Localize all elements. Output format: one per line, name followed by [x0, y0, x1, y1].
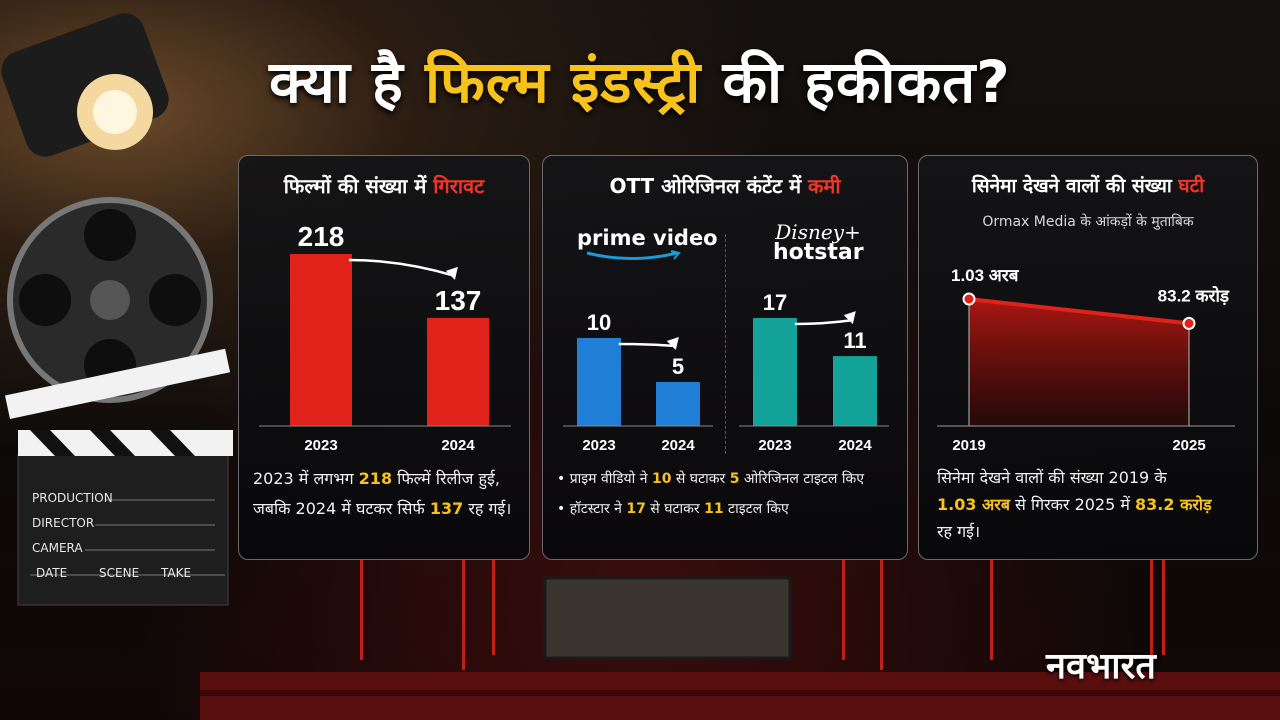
prime-video-logo-text: prime video: [577, 226, 718, 250]
desc1-num1: 218: [358, 469, 393, 488]
clapper-labels: PRODUCTION DIRECTOR CAMERA DATE SCENE TA…: [32, 486, 191, 586]
x-tick-label: 2025: [1172, 437, 1205, 454]
desc1-text-a: 2023 में लगभग: [253, 469, 354, 488]
prime-video-logo: prime video: [577, 226, 718, 260]
bar-2024: [833, 356, 877, 426]
spotlight-icon: [1, 13, 169, 157]
page-title: क्या है फिल्म इंडस्ट्री की हकीकत?: [0, 40, 1280, 119]
x-tick-label: 2024: [661, 437, 695, 454]
ott-bar-charts: 10 2023 5 2024 17 2023 11 2024: [563, 290, 889, 454]
panel3-title-text: सिनेमा देखने वालों की संख्या: [971, 175, 1172, 197]
bullet1-text-a: • प्राइम वीडियो ने: [557, 471, 648, 487]
panel1-title-text: फिल्मों की संख्या में: [283, 174, 427, 198]
bar-value-label: 17: [763, 290, 787, 315]
desc3-text-b: से गिरकर 2025 में: [1015, 495, 1130, 514]
bullet-prime: • प्राइम वीडियो ने 10 से घटाकर 5 ओरिजिनल…: [557, 464, 897, 494]
title-part1: क्या है: [269, 48, 404, 116]
trend-arrowhead: [843, 311, 856, 325]
panel2-divider: [725, 234, 727, 454]
desc3-text-c: रह गई।: [937, 522, 981, 541]
bullet1-text-b: से घटाकर: [675, 471, 726, 487]
trend-arrowhead: [445, 266, 458, 280]
bar-value-label: 10: [587, 310, 611, 335]
panel1-title: फिल्मों की संख्या में गिरावट: [239, 172, 529, 199]
panel1-description: 2023 में लगभग 218 फिल्में रिलीज हुई, जबक…: [253, 464, 519, 524]
desc1-num2: 137: [429, 499, 464, 518]
disney-logo-text: Disney+: [775, 220, 861, 244]
films-count-panel: फिल्मों की संख्या में गिरावट 218 2023 137 2…: [238, 155, 530, 560]
clapperboard-icon: [5, 348, 233, 606]
bullet2-text-a: • हॉटस्टार ने: [557, 501, 622, 517]
hotstar-logo-text: hotstar: [773, 240, 864, 265]
x-tick-label: 2023: [758, 437, 791, 454]
bar-value-label: 11: [843, 328, 866, 353]
trend-arrowhead: [666, 337, 679, 350]
data-point-2025: [1182, 316, 1196, 330]
clapper-camera: CAMERA: [32, 541, 83, 555]
bullet2-num2: 11: [704, 501, 724, 517]
desc3-num2: 83.2 करोड़: [1135, 495, 1212, 514]
clapper-take: TAKE: [161, 566, 192, 580]
films-bar-chart: 218 2023 137 2024: [259, 221, 511, 454]
panel2-title-text: OTT ओरिजिनल कंटेंट में: [609, 174, 802, 198]
bullet2-num1: 17: [626, 501, 646, 517]
trend-arrow: [348, 258, 456, 278]
bullet1-text-c: ओरिजिनल टाइटल किए: [743, 471, 864, 487]
bar-value-label: 5: [672, 354, 684, 379]
bullet1-num2: 5: [729, 471, 740, 487]
title-highlight: फिल्म इंडस्ट्री: [425, 48, 702, 116]
bar-2023: [753, 318, 797, 426]
cinema-screen: [543, 576, 792, 660]
trend-arrow: [794, 318, 853, 326]
bar-value-label: 137: [435, 285, 482, 316]
desc1-text-c: जबकि 2024 में घटकर सिर्फ: [253, 499, 425, 518]
data-label-start: 1.03 अरब: [951, 266, 1020, 285]
x-tick-label: 2024: [838, 437, 872, 454]
clapper-director: DIRECTOR: [32, 516, 95, 530]
x-tick-label: 2023: [304, 437, 337, 454]
title-part2: की हकीकत?: [722, 48, 1011, 116]
data-label-end: 83.2 करोड़: [1158, 285, 1230, 305]
clapper-production: PRODUCTION: [32, 491, 113, 505]
panel3-subtitle: Ormax Media के आंकड़ों के मुताबिक: [982, 214, 1194, 230]
clapper-date: DATE: [36, 566, 68, 580]
clapper-scene: SCENE: [99, 566, 140, 580]
bullet-hotstar: • हॉटस्टार ने 17 से घटाकर 11 टाइटल किए: [557, 494, 897, 524]
bullet1-num1: 10: [651, 471, 672, 487]
x-tick-label: 2023: [582, 437, 615, 454]
desc3-num1: 1.03 अरब: [937, 495, 1010, 514]
panel2-title: OTT ओरिजिनल कंटेंट में कमी: [543, 172, 907, 199]
x-tick-label: 2024: [441, 437, 475, 454]
audience-area-chart: 2019 2025 1.03 अरब 83.2 करोड़: [937, 266, 1235, 454]
area-fill: [969, 299, 1189, 426]
panel2-title-highlight: कमी: [808, 174, 841, 198]
trend-arrow: [618, 342, 676, 348]
panel1-title-highlight: गिरावट: [433, 174, 485, 198]
bar-2024: [427, 317, 489, 426]
panel3-description: सिनेमा देखने वालों की संख्या 2019 के 1.0…: [937, 464, 1247, 545]
prime-smile-icon: [586, 250, 681, 260]
brand-logo: नवभारत: [1046, 646, 1156, 687]
disney-hotstar-logo: Disney+ hotstar: [773, 220, 864, 265]
ott-content-panel: OTT ओरिजिनल कंटेंट में कमी prime video D…: [542, 155, 908, 560]
desc1-text-b: फिल्में रिलीज हुई,: [397, 469, 500, 488]
desc3-text-a: सिनेमा देखने वालों की संख्या 2019 के: [937, 468, 1167, 487]
trend-line: [968, 297, 1190, 326]
data-point-2019: [962, 292, 976, 306]
bar-2023: [290, 254, 352, 426]
bullet2-text-c: टाइटल किए: [728, 501, 789, 517]
panel2-description: • प्राइम वीडियो ने 10 से घटाकर 5 ओरिजिनल…: [557, 464, 897, 524]
bar-value-label: 218: [298, 221, 345, 252]
x-tick-label: 2019: [952, 437, 985, 454]
cinema-audience-panel: सिनेमा देखने वालों की संख्या घटी Ormax M…: [918, 155, 1258, 560]
bar-2023: [577, 338, 621, 426]
desc1-text-d: रह गई।: [468, 499, 512, 518]
bar-2024: [656, 382, 700, 426]
panel3-title-highlight: घटी: [1178, 175, 1205, 197]
bullet2-text-b: से घटाकर: [650, 501, 700, 517]
panel3-title: सिनेमा देखने वालों की संख्या घटी: [919, 172, 1257, 198]
